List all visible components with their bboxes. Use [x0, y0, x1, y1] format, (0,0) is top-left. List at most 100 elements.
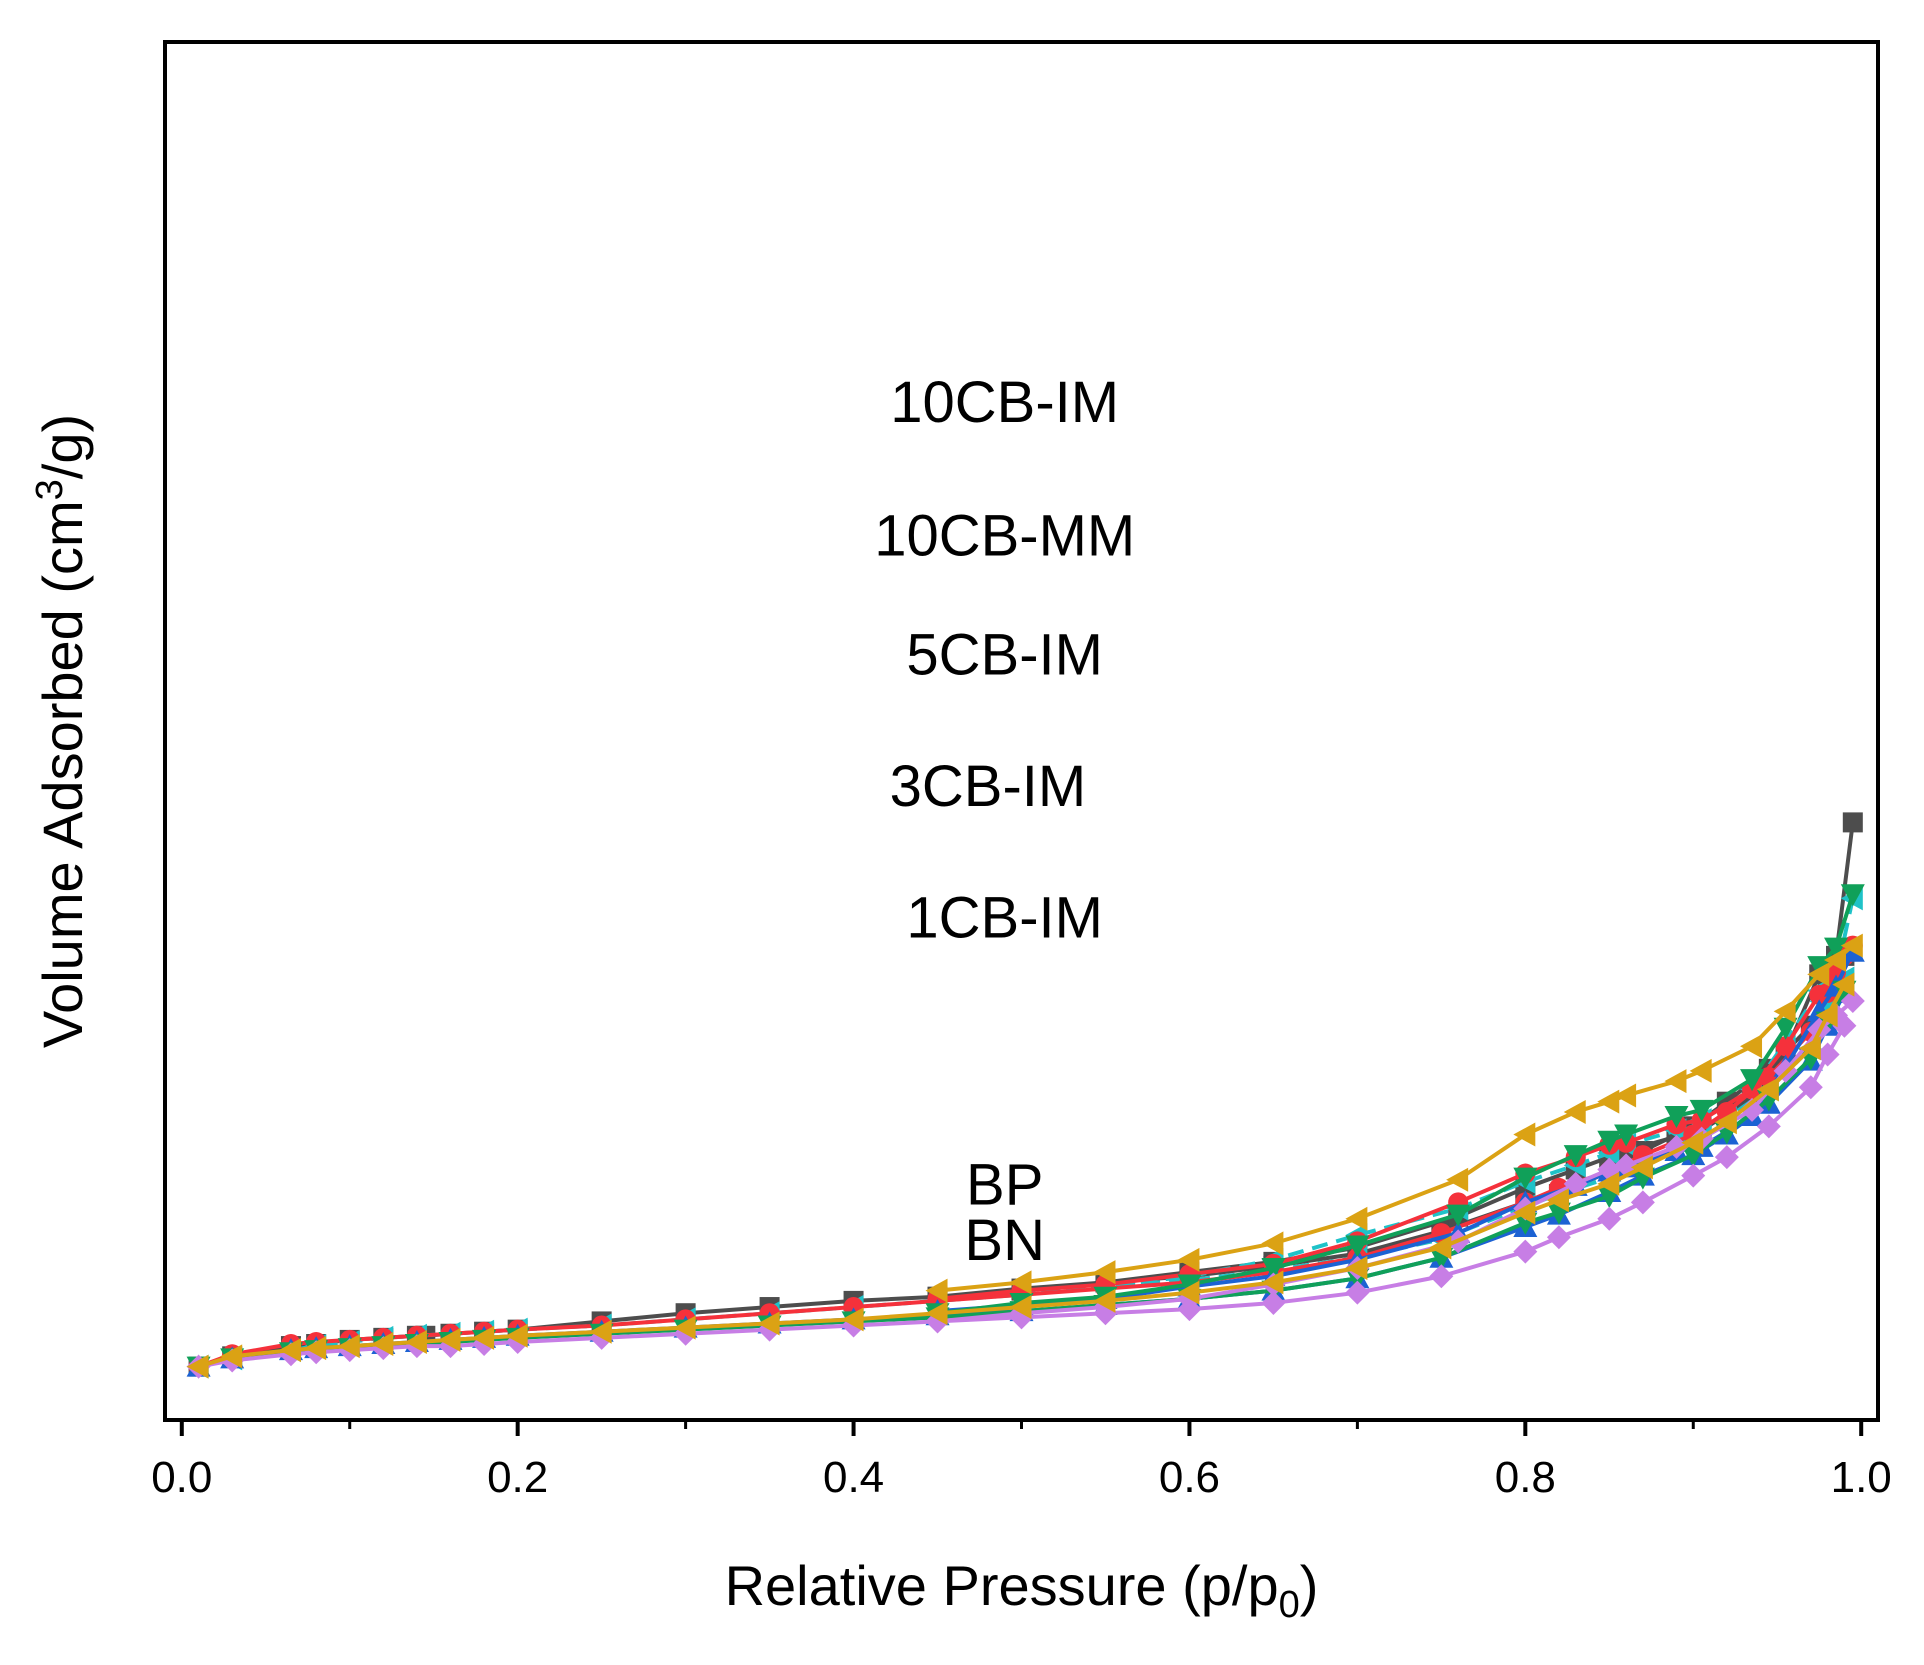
adsorption-point — [472, 1325, 495, 1350]
adsorption-point — [1630, 1155, 1653, 1180]
x-axis-title-end: ) — [1300, 1554, 1319, 1617]
desorption-point — [1773, 999, 1796, 1024]
y-axis-title-end: /g) — [31, 414, 94, 479]
adsorption-point — [1815, 1042, 1840, 1067]
adsorption-point — [1832, 972, 1855, 997]
adsorption-point — [1714, 1110, 1737, 1135]
adsorption-point — [1756, 1077, 1779, 1102]
desorption-point — [1261, 1258, 1286, 1281]
desorption-point — [1614, 1124, 1639, 1147]
adsorption-point — [757, 1311, 780, 1336]
desorption-point — [1563, 1145, 1588, 1168]
adsorption-point — [1429, 1235, 1452, 1260]
desorption-point — [1824, 937, 1849, 960]
adsorption-point — [220, 1344, 243, 1369]
series-label-bp: BP — [966, 1152, 1043, 1217]
desorption-point — [1824, 947, 1847, 972]
x-tick-label: 0.8 — [1495, 1453, 1556, 1502]
desorption-point — [1807, 962, 1830, 987]
desorption-point — [1840, 933, 1863, 958]
adsorption-point — [1714, 1145, 1739, 1170]
desorption-point — [1775, 1036, 1796, 1057]
y-axis-title: Volume Adsorbed (cm3/g) — [29, 414, 94, 1048]
x-tick-label: 0.6 — [1159, 1453, 1220, 1502]
adsorption-point — [1429, 1264, 1454, 1289]
desorption-point — [1740, 1069, 1765, 1092]
series-label-5cb-im: 5CB-IM — [906, 623, 1103, 688]
adsorption-point — [1597, 1206, 1622, 1231]
adsorption-point — [1815, 1003, 1838, 1028]
desorption-point — [1177, 1274, 1202, 1297]
adsorption-point — [337, 1334, 360, 1359]
series-label-3cb-im: 3CB-IM — [890, 754, 1087, 819]
adsorption-point — [1345, 1256, 1368, 1281]
x-axis-title-subscript: 0 — [1279, 1584, 1300, 1626]
x-tick-label: 0.4 — [823, 1453, 884, 1502]
desorption-point — [1177, 1247, 1200, 1272]
adsorption-point — [1681, 1163, 1706, 1188]
desorption-point — [1614, 1083, 1637, 1108]
desorption-point — [1093, 1260, 1116, 1285]
desorption-point — [1009, 1270, 1032, 1295]
adsorption-point — [304, 1336, 327, 1361]
desorption-point — [925, 1278, 948, 1303]
adsorption-point — [673, 1315, 696, 1340]
desorption-point — [1261, 1231, 1284, 1256]
y-axis-title-superscript: 3 — [29, 479, 71, 500]
adsorption-point — [1756, 1114, 1781, 1139]
adsorption-point — [186, 1354, 209, 1379]
adsorption-point — [1177, 1280, 1200, 1305]
desorption-point — [1740, 1034, 1763, 1059]
adsorption-point — [438, 1327, 461, 1352]
desorption-point — [1664, 1069, 1687, 1094]
adsorption-point — [1345, 1280, 1370, 1305]
adsorption-point — [1261, 1270, 1284, 1295]
desorption-point — [1513, 1122, 1536, 1147]
series-label-bn: BN — [964, 1208, 1045, 1273]
adsorption-point — [371, 1332, 394, 1357]
adsorption-point — [1513, 1239, 1538, 1264]
adsorption-point — [589, 1319, 612, 1344]
adsorption-point — [1798, 1075, 1823, 1100]
x-tick-label: 1.0 — [1831, 1453, 1892, 1502]
desorption-point — [1664, 1106, 1689, 1129]
desorption-point — [1513, 1167, 1538, 1190]
adsorption-point — [1681, 1130, 1704, 1155]
x-axis-ticks: 0.0 0.2 0.4 0.6 0.8 1.0 — [151, 1420, 1892, 1502]
desorption-point — [1689, 1058, 1712, 1083]
x-tick-label: 0.2 — [487, 1453, 548, 1502]
adsorption-point — [925, 1301, 948, 1326]
adsorption-point — [1597, 1171, 1620, 1196]
desorption-point — [1563, 1171, 1588, 1196]
desorption-point — [1446, 1204, 1471, 1227]
desorption-point — [1446, 1167, 1469, 1192]
desorption-point — [1345, 1235, 1370, 1258]
adsorption-point — [1546, 1188, 1569, 1213]
series-label-10cb-mm: 10CB-MM — [874, 503, 1135, 568]
x-axis-title-main: Relative Pressure (p/p — [725, 1554, 1279, 1617]
x-axis-title: Relative Pressure (p/p0) — [725, 1554, 1319, 1626]
desorption-point — [1842, 812, 1863, 833]
adsorption-point — [404, 1329, 427, 1354]
series-10cb-im — [186, 933, 1863, 1379]
desorption-point — [1345, 1206, 1368, 1231]
desorption-point — [1773, 1017, 1798, 1040]
adsorption-point — [1261, 1290, 1286, 1315]
adsorption-point — [1630, 1190, 1655, 1215]
adsorption-point — [278, 1338, 301, 1363]
desorption-point — [1840, 989, 1865, 1014]
desorption-point — [1689, 1099, 1714, 1122]
desorption-point — [1597, 1089, 1620, 1114]
desorption-line — [937, 999, 1855, 1324]
desorption-point — [1809, 984, 1830, 1005]
adsorption-point — [1546, 1225, 1571, 1250]
x-tick-label: 0.0 — [151, 1453, 212, 1502]
adsorption-point — [1093, 1288, 1116, 1313]
y-axis-title-main: Volume Adsorbed (cm — [31, 500, 94, 1048]
adsorption-point — [1009, 1295, 1032, 1320]
desorption-line — [937, 944, 1855, 1301]
desorption-point — [1563, 1099, 1586, 1124]
series-layer — [186, 812, 1865, 1379]
